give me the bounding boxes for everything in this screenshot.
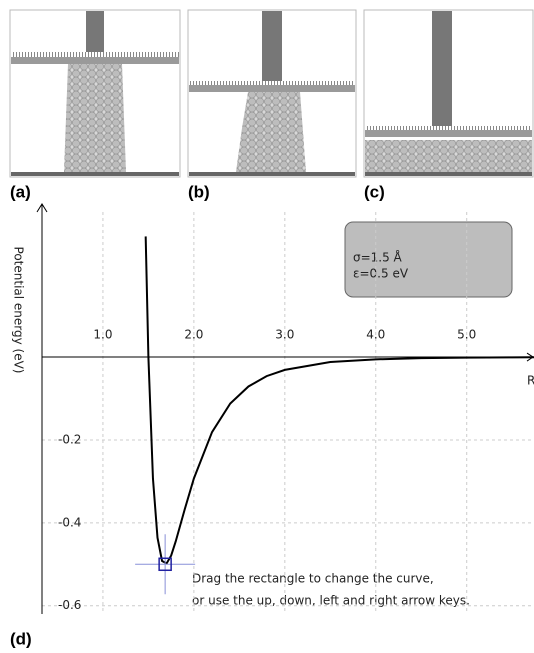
x-tick-label: 3.0 [275, 328, 294, 342]
y-tick-label: -0.2 [58, 432, 81, 446]
panel-label: (c) [364, 182, 385, 201]
x-tick-label: 2.0 [184, 328, 203, 342]
sim-panel [187, 9, 357, 178]
sim-panel [363, 9, 534, 178]
y-tick-label: -0.4 [58, 515, 81, 529]
x-axis-label: R [527, 374, 534, 388]
info-text: ε=0.5 eV [353, 267, 409, 281]
handle[interactable] [158, 557, 172, 572]
panel-label: (b) [188, 182, 210, 201]
sim-panel [9, 9, 181, 178]
panel-label: (a) [10, 182, 31, 201]
x-tick-label: 5.0 [457, 328, 476, 342]
y-tick-label: -0.6 [58, 598, 81, 612]
info-box [344, 221, 513, 298]
panel-label: (d) [10, 629, 32, 648]
hint-text: Drag the rectangle to change the curve, [192, 572, 434, 586]
x-tick-label: 1.0 [93, 328, 112, 342]
hint-text: or use the up, down, left and right arro… [192, 594, 470, 608]
handle-crosshair [135, 534, 196, 595]
curve [144, 236, 534, 565]
y-axis-label: Potential energy (eV) [12, 247, 26, 374]
x-tick-label: 4.0 [366, 328, 385, 342]
y-axis [36, 203, 48, 614]
info-text: σ=1.5 Å [353, 250, 403, 265]
